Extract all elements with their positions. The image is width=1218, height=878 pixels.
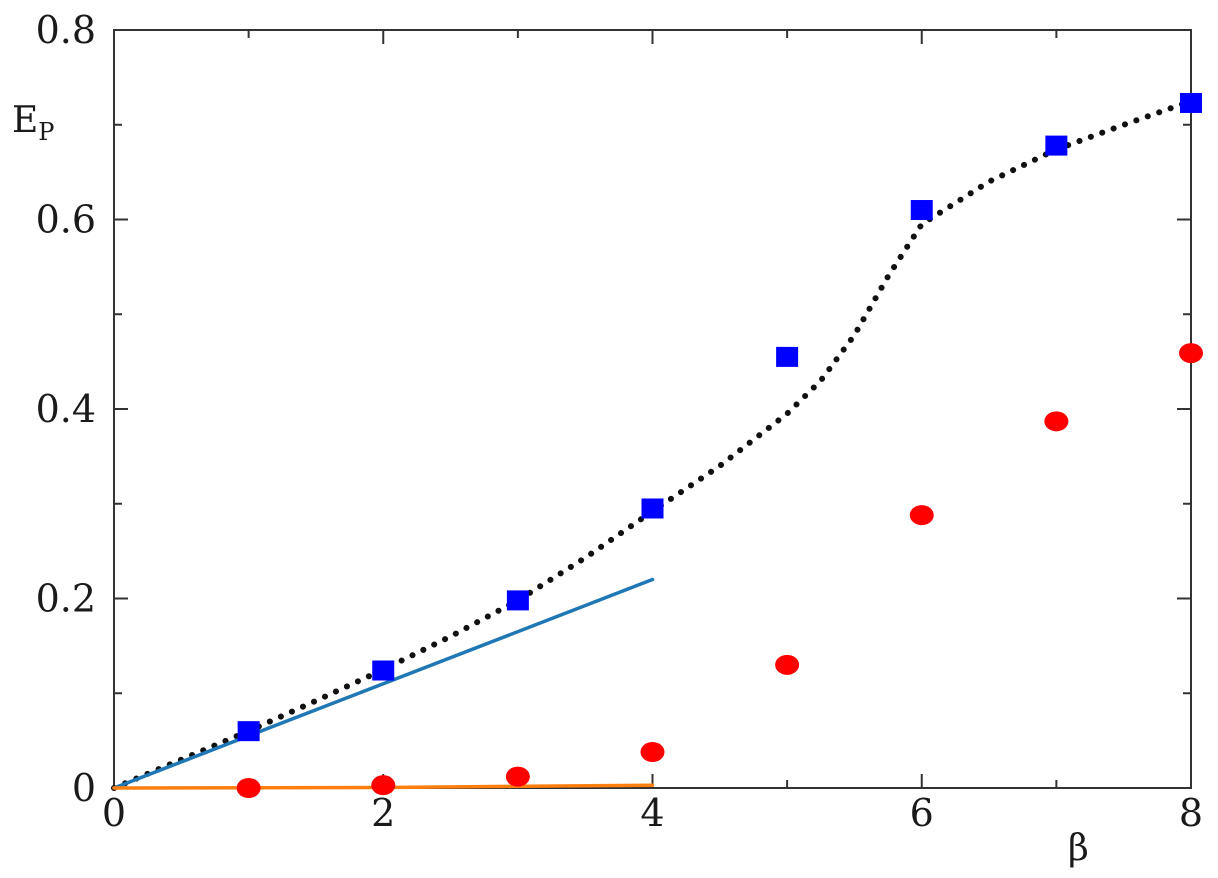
square-marker	[372, 660, 395, 681]
tick-labels: 0 2 4 6 8 0 0.2 0.4 0.6 0.8	[36, 8, 1204, 835]
y-tick-label: 0.6	[36, 198, 96, 242]
plot-frame	[113, 29, 1192, 789]
series-layer	[111, 92, 1203, 798]
y-tick-label: 0.4	[36, 387, 96, 431]
x-tick-label: 2	[371, 791, 395, 835]
x-tick-label: 8	[1179, 791, 1203, 835]
circle-marker	[775, 654, 800, 675]
circle-marker	[909, 505, 934, 526]
square-marker	[641, 498, 664, 519]
square-marker	[1045, 135, 1068, 156]
circle-marker	[371, 775, 396, 796]
x-tick-label: 4	[640, 791, 664, 835]
x-tick-label: 6	[910, 791, 934, 835]
circle-marker	[1044, 411, 1069, 432]
y-axis-label-subscript: P	[38, 118, 54, 146]
square-marker	[910, 200, 933, 221]
circle-marker	[236, 778, 261, 798]
square-marker	[237, 721, 260, 742]
y-tick-label: 0.8	[36, 8, 96, 52]
y-tick-label: 0.2	[36, 577, 96, 621]
y-axis-label: EP	[12, 100, 54, 146]
square-marker	[506, 590, 529, 611]
y-axis-label-main: E	[12, 100, 38, 141]
x-tick-label: 0	[102, 791, 126, 835]
square-marker	[776, 346, 799, 367]
x-axis-label: β	[1068, 828, 1089, 869]
dotted-curve	[111, 98, 1194, 791]
circle-marker	[505, 766, 530, 787]
axis-ticks	[113, 29, 1192, 789]
y-tick-label: 0	[72, 766, 96, 810]
circle-marker	[1179, 343, 1203, 364]
blue-line	[112, 577, 655, 790]
circle-marker	[640, 741, 665, 762]
square-marker	[1180, 92, 1202, 113]
